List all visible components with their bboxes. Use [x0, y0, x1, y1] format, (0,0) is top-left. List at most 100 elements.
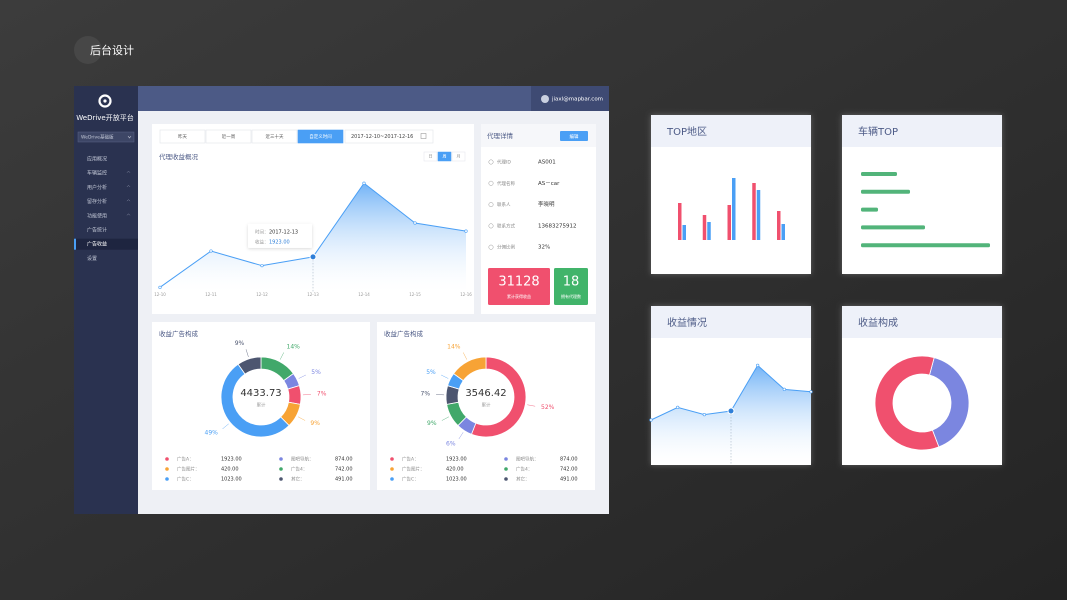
legend-dot: [279, 467, 283, 471]
tab[interactable]: [297, 129, 344, 144]
menu-item[interactable]: 广告收益: [87, 241, 107, 248]
legend-amount: 742.00: [335, 467, 353, 473]
plan-select[interactable]: [77, 131, 135, 143]
row-value: 32%: [538, 245, 550, 251]
legend-amount: 1023.00: [446, 477, 467, 483]
menu-item[interactable]: 功能使用: [87, 212, 107, 219]
legend-dot: [504, 477, 508, 481]
donut-total-label: 累计: [257, 402, 266, 409]
topbar: [138, 86, 609, 111]
point: [413, 221, 417, 225]
period-toggle[interactable]: [451, 151, 466, 162]
stat-box: [488, 268, 550, 305]
legend-label: 其它：: [291, 476, 305, 483]
date-range-box[interactable]: [344, 129, 434, 144]
legend-label: 图吧导航：: [291, 456, 314, 463]
point: [756, 363, 760, 368]
point: [676, 405, 680, 410]
card-title: 代理详情: [487, 131, 514, 140]
card-title: 收益广告构成: [159, 329, 199, 338]
legend-label: 广告4：: [516, 466, 532, 473]
user-avatar: [541, 95, 549, 103]
percent-label: 49%: [205, 429, 219, 436]
edit-button[interactable]: [560, 131, 588, 141]
x-tick-label: 12-14: [358, 292, 370, 297]
menu-item[interactable]: 留存分析: [87, 198, 107, 205]
legend-dot: [390, 457, 394, 461]
bar: [752, 183, 756, 240]
leader-line: [458, 432, 464, 440]
plan-label: WeDrive基础版: [81, 134, 114, 141]
leader-line: [245, 349, 249, 357]
legend-dot: [390, 467, 394, 471]
leader-line: [279, 352, 284, 360]
period-label[interactable]: 月: [457, 154, 461, 159]
period-label[interactable]: 日: [429, 154, 433, 159]
percent-label: 9%: [310, 420, 320, 427]
row-value: AS001: [538, 160, 556, 166]
point: [260, 264, 264, 268]
page-title: 后台设计: [90, 43, 134, 57]
tab-label[interactable]: 自定义时间: [309, 133, 332, 140]
legend-amount: 420.00: [446, 467, 464, 473]
menu-item[interactable]: 用户分析: [87, 184, 107, 191]
widget-title: 收益构成: [858, 316, 898, 329]
donut-total-label: 累计: [482, 402, 491, 409]
bar: [707, 222, 711, 240]
legend-amount: 1923.00: [221, 457, 242, 463]
period-toggle[interactable]: [437, 151, 452, 162]
legend-label: 广告A：: [177, 456, 194, 463]
point: [209, 249, 213, 253]
menu-item[interactable]: 设置: [87, 255, 97, 262]
row-icon: [488, 223, 494, 229]
tab-label[interactable]: 近一周: [222, 133, 236, 140]
period-label[interactable]: 周: [443, 153, 447, 159]
bar: [702, 215, 707, 240]
legend-amount: 420.00: [221, 467, 239, 473]
tab[interactable]: [159, 129, 206, 144]
x-tick-label: 12-12: [256, 292, 268, 297]
leader-line: [527, 404, 536, 407]
brand: WeDrive开放平台: [76, 113, 133, 122]
widget-title: TOP地区: [666, 125, 707, 138]
menu-item[interactable]: 应用概况: [87, 156, 107, 163]
legend-dot: [390, 477, 394, 481]
card-title: 收益广告构成: [384, 329, 424, 338]
tab-label[interactable]: 昨天: [178, 133, 187, 140]
legend-dot: [504, 457, 508, 461]
legend-label: 广告C：: [177, 476, 194, 483]
point: [464, 229, 468, 233]
donut-segment: [237, 356, 262, 375]
leader-line: [298, 374, 306, 379]
menu-item[interactable]: 车辆监控: [87, 170, 107, 177]
period-toggle[interactable]: [423, 151, 438, 162]
legend-dot: [165, 457, 169, 461]
percent-label: 7%: [317, 391, 327, 398]
area: [160, 183, 466, 292]
card-title: 代理收益概况: [159, 152, 199, 161]
percent-label: 14%: [447, 344, 461, 351]
sidebar: [74, 86, 138, 514]
menu-caret: [126, 199, 131, 202]
agent-header: [481, 124, 596, 147]
menu-item[interactable]: 广告统计: [87, 227, 107, 234]
donut-segment: [287, 385, 302, 405]
bar: [861, 172, 897, 176]
ad-card: [152, 322, 370, 490]
stat-label: 拥有代理数: [561, 293, 581, 299]
edit-label[interactable]: 编辑: [570, 133, 579, 140]
tooltip-label: 时间：: [255, 228, 269, 235]
legend-label: 广告图片：: [177, 466, 200, 473]
tab[interactable]: [205, 129, 252, 144]
stat-box: [554, 268, 588, 305]
donut-segment: [453, 356, 487, 382]
legend-label: 广告A：: [402, 456, 419, 463]
tab[interactable]: [251, 129, 298, 144]
widget-header: [651, 115, 811, 147]
percent-label: 9%: [235, 340, 245, 347]
bar: [756, 190, 761, 240]
row-value: AS－car: [538, 181, 560, 187]
tab-label[interactable]: 近三十天: [266, 133, 284, 140]
point: [782, 387, 786, 392]
